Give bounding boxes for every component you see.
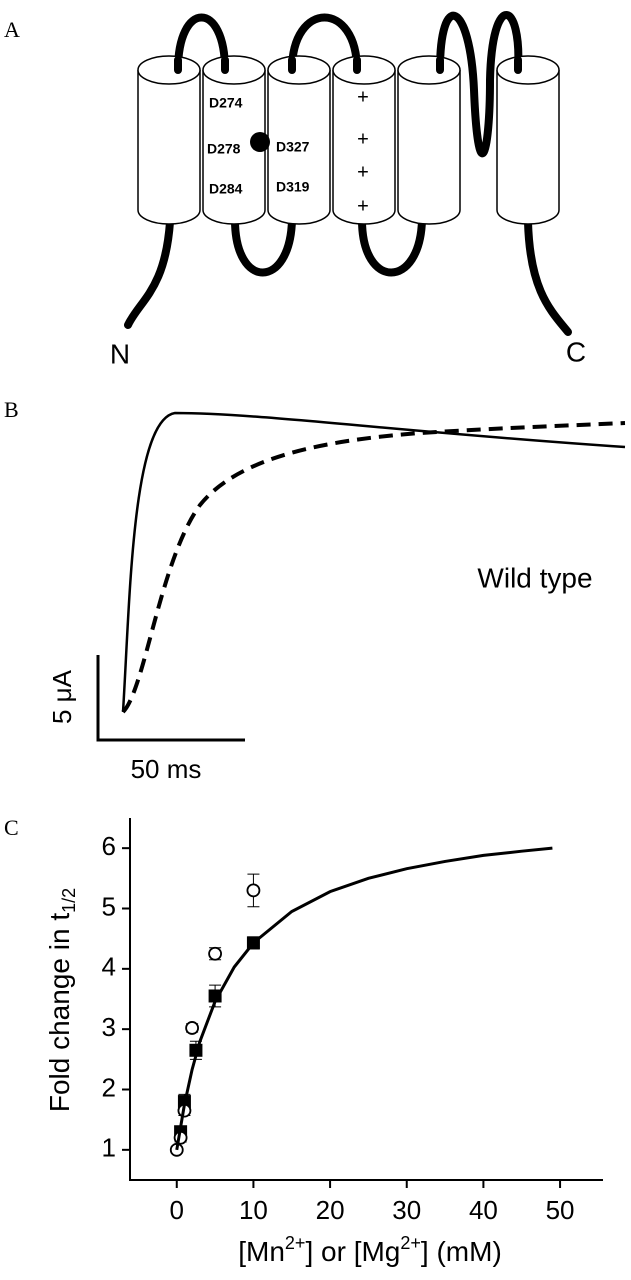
y-tick-label: 1 <box>102 1133 116 1163</box>
annotation: Wild type <box>477 562 592 593</box>
y-axis-label: Fold change in t1/2 <box>44 888 78 1112</box>
current-traces: B Wild type 5 μA 50 ms <box>4 397 626 784</box>
x-axis-label-text: [Mn <box>238 1236 285 1267</box>
n-tail <box>124 218 174 329</box>
scale-label: 50 ms <box>131 754 202 784</box>
loop <box>231 216 296 277</box>
x-tick-label: 40 <box>469 1195 498 1225</box>
x-axis-label-text: ] or [Mg <box>305 1236 400 1267</box>
charge: + <box>357 128 369 150</box>
loop <box>358 216 426 277</box>
helices <box>137 55 560 225</box>
circle-point <box>246 883 261 898</box>
x-tick-label: 50 <box>546 1195 575 1225</box>
panel-label: C <box>4 815 19 840</box>
charge: + <box>357 86 369 108</box>
loop <box>174 56 522 74</box>
residue-label: D327 <box>276 139 310 155</box>
charge: + <box>357 195 369 217</box>
loop <box>436 11 523 158</box>
axes <box>129 818 603 1181</box>
topology-diagram: A D274 D278 D284 D327 D319 + + + + N C <box>4 11 586 369</box>
x-axis-label-sup: 2+ <box>285 1233 306 1253</box>
y-axis-label-text: Fold change in t <box>44 913 75 1112</box>
residue-label: D274 <box>209 95 243 111</box>
x-axis-label-sup: 2+ <box>400 1233 421 1253</box>
y-tick-label: 3 <box>102 1012 116 1042</box>
panel-label: A <box>4 17 20 42</box>
y-tick-label: 4 <box>102 952 116 982</box>
x-axis-label-text: ] (mM) <box>421 1236 502 1267</box>
x-tick-label: 20 <box>316 1195 345 1225</box>
x-tick-label: 10 <box>239 1195 268 1225</box>
y-tick-label: 2 <box>102 1072 116 1102</box>
circle-point <box>208 946 222 961</box>
charge: + <box>357 161 369 183</box>
scale-bar <box>96 655 245 742</box>
terminus: C <box>566 336 586 367</box>
residue-label: D319 <box>276 179 310 195</box>
terminus: N <box>110 338 130 369</box>
circle-point <box>185 1021 199 1035</box>
loop <box>288 13 361 74</box>
c-tail <box>524 218 572 336</box>
y-tick-label: 5 <box>102 891 116 921</box>
y-axis-label-sub: 1/2 <box>59 888 79 913</box>
fit-curve <box>175 846 553 1151</box>
dose-response-chart: C 1 2 3 4 5 6 0 10 20 30 40 50 Fold change in t1/2 [M… <box>4 815 603 1267</box>
binding-site <box>250 132 270 152</box>
scale-label: 5 μA <box>47 669 77 724</box>
residue-label: D284 <box>209 181 243 197</box>
loop <box>174 13 229 74</box>
y-tick-label: 6 <box>102 831 116 861</box>
panel-label: B <box>4 397 19 422</box>
trace-dashed <box>121 421 626 714</box>
x-tick-label: 0 <box>170 1195 184 1225</box>
residue-label: D278 <box>207 141 241 157</box>
x-tick-label: 30 <box>392 1195 421 1225</box>
x-axis-label: [Mn2+] or [Mg2+] (mM) <box>238 1233 502 1268</box>
